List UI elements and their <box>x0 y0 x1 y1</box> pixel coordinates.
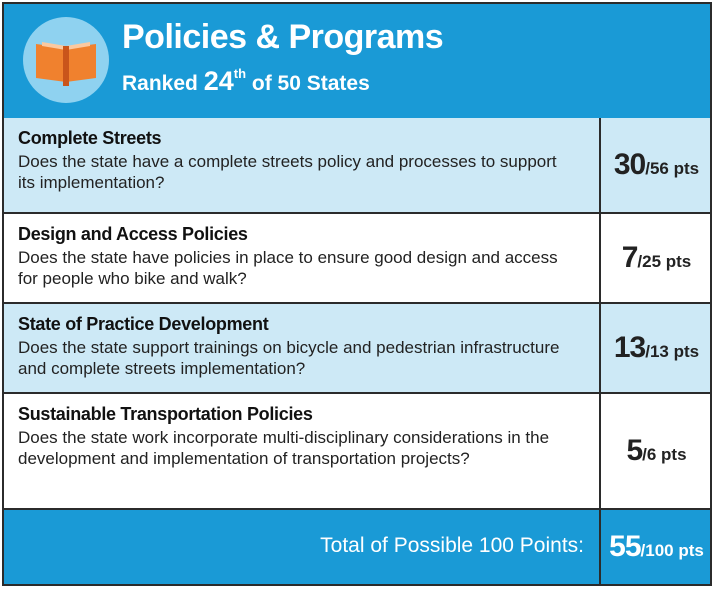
rank-rest: of 50 States <box>251 72 370 95</box>
row-title: State of Practice Development <box>18 314 269 334</box>
row-description: Does the state have a complete streets p… <box>18 152 557 192</box>
score: 13 <box>613 331 646 364</box>
row-title: Design and Access Policies <box>18 224 248 244</box>
row: Complete Streets Does the state have a co… <box>4 118 710 214</box>
score: 5 <box>626 434 643 467</box>
row-text: Complete Streets Does the state have a co… <box>18 128 578 193</box>
rank-prefix: Ranked <box>122 72 198 95</box>
book-icon <box>23 17 109 103</box>
row-score: 7/25 pts <box>599 214 710 302</box>
row: Sustainable Transportation Policies Does … <box>4 394 710 510</box>
rank-suffix: th <box>233 66 247 81</box>
row: State of Practice Development Does the st… <box>4 304 710 394</box>
row-description: Does the state have policies in place to… <box>18 248 558 288</box>
header: Policies & Programs Ranked 24th of 50 St… <box>4 4 710 120</box>
row: Design and Access Policies Does the state… <box>4 214 710 304</box>
rank-number: 24 <box>203 66 234 96</box>
score: 30 <box>613 148 646 181</box>
score: 55 <box>609 530 641 563</box>
row-description: Does the state work incorporate multi-di… <box>18 428 550 468</box>
max: /13 pts <box>645 342 700 361</box>
scorecard: Policies & Programs Ranked 24th of 50 St… <box>2 2 712 586</box>
rank: Ranked 24th of 50 States <box>122 66 370 97</box>
score: 7 <box>621 241 639 274</box>
row-score: 13/13 pts <box>599 304 710 392</box>
row-title: Sustainable Transportation Policies <box>18 404 313 424</box>
total-score: 55/100 pts <box>599 510 710 584</box>
total-row: Total of Possible 100 Points: 55/100 pts <box>4 510 710 584</box>
max: /56 pts <box>645 159 700 178</box>
row-text: Sustainable Transportation Policies Does … <box>18 404 578 469</box>
row-text: Design and Access Policies Does the state… <box>18 224 578 289</box>
row-score: 30/56 pts <box>599 118 710 212</box>
title: Policies & Programs <box>122 18 444 56</box>
max: /6 pts <box>642 445 687 464</box>
max: /25 pts <box>637 252 692 271</box>
row-score: 5/6 pts <box>599 394 710 508</box>
total-label: Total of Possible 100 Points: <box>320 534 584 557</box>
max: /100 pts <box>640 541 704 560</box>
row-title: Complete Streets <box>18 128 162 148</box>
row-description: Does the state support trainings on bicy… <box>18 338 560 378</box>
row-text: State of Practice Development Does the st… <box>18 314 578 379</box>
